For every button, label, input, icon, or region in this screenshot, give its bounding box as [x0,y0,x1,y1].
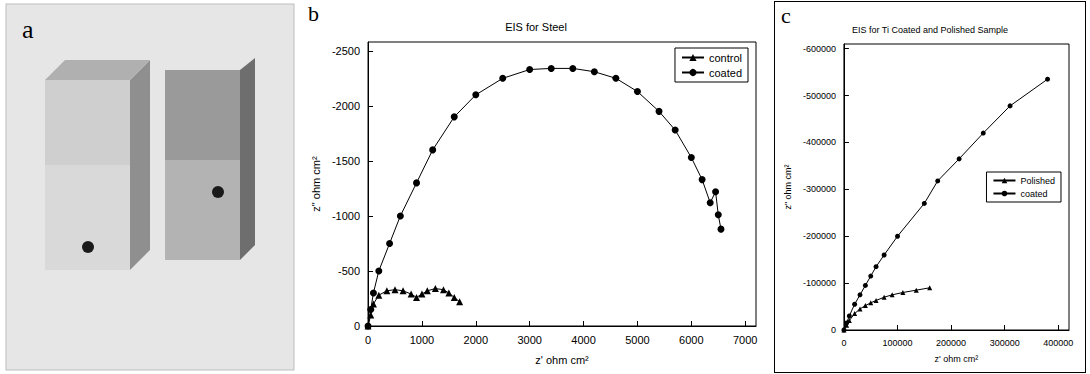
svg-text:0: 0 [365,334,371,346]
svg-text:4000: 4000 [571,334,595,346]
svg-text:Polished: Polished [1020,176,1055,186]
svg-text:-400000: -400000 [803,137,836,147]
svg-text:-500000: -500000 [803,91,836,101]
svg-text:400000: 400000 [1043,338,1073,348]
svg-text:-2500: -2500 [332,45,360,57]
svg-text:c: c [781,3,791,28]
svg-text:z" ohm cm²: z" ohm cm² [783,164,793,209]
svg-text:-2000: -2000 [332,100,360,112]
svg-text:0: 0 [831,325,836,335]
svg-text:EIS for Ti Coated and Polished: EIS for Ti Coated and Polished Sample [852,25,1008,35]
svg-text:z" ohm cm²: z" ohm cm² [310,156,322,212]
svg-text:300000: 300000 [990,338,1020,348]
svg-text:-500: -500 [338,265,360,277]
svg-text:a: a [22,15,34,44]
svg-text:7000: 7000 [733,334,757,346]
svg-text:coated: coated [1020,189,1047,199]
svg-text:z' ohm cm²: z' ohm cm² [535,354,589,366]
svg-text:-300000: -300000 [803,184,836,194]
svg-text:1000: 1000 [410,334,434,346]
svg-text:control: control [709,52,742,64]
svg-text:-200000: -200000 [803,231,836,241]
svg-text:2000: 2000 [464,334,488,346]
svg-text:0: 0 [354,320,360,332]
svg-text:z' ohm cm²: z' ohm cm² [935,354,979,364]
svg-text:0: 0 [841,338,846,348]
svg-text:3000: 3000 [517,334,541,346]
svg-text:-600000: -600000 [803,44,836,54]
svg-text:b: b [308,1,319,26]
svg-text:6000: 6000 [679,334,703,346]
svg-text:-1000: -1000 [332,210,360,222]
svg-text:coated: coated [709,67,742,79]
svg-text:200000: 200000 [936,338,966,348]
svg-text:5000: 5000 [625,334,649,346]
svg-text:EIS for Steel: EIS for Steel [505,21,567,33]
svg-text:100000: 100000 [882,338,912,348]
svg-text:-100000: -100000 [803,278,836,288]
svg-text:-1500: -1500 [332,155,360,167]
